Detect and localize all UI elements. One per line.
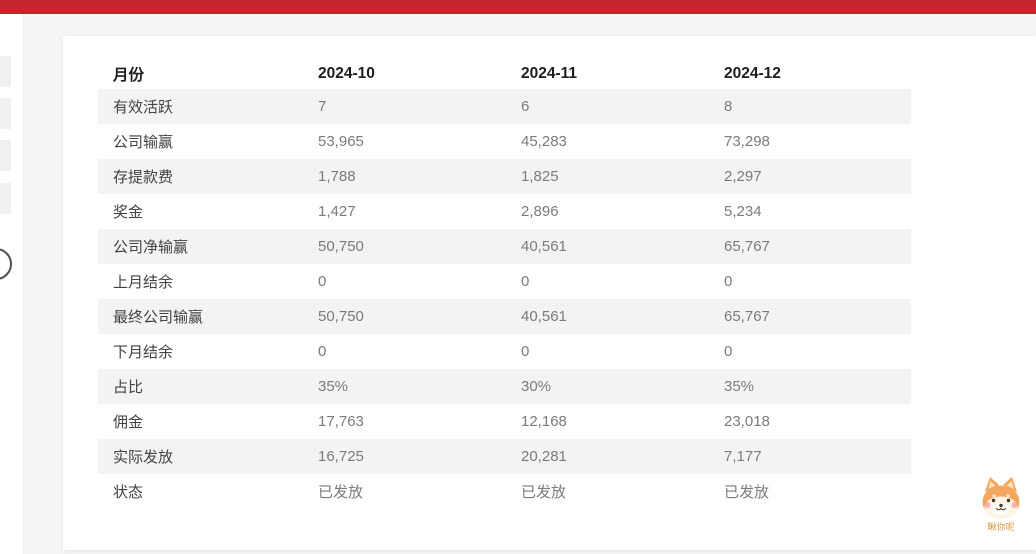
table-row: 占比 35% 30% 35% [98, 369, 911, 404]
sidebar-item-placeholder[interactable] [0, 98, 11, 129]
cell-value: 20,281 [521, 448, 567, 465]
table-row: 最终公司输赢 50,750 40,561 65,767 [98, 299, 911, 334]
cell-value: 7 [318, 98, 327, 115]
cell-value: 0 [318, 343, 327, 360]
row-label: 存提款费 [113, 169, 174, 186]
table-row: 实际发放 16,725 20,281 7,177 [98, 439, 911, 474]
cell-value: 2,896 [521, 203, 559, 220]
row-label: 占比 [113, 379, 144, 396]
report-card: 月份 2024-10 2024-11 2024-12 有效活跃 7 6 8 公司… [63, 36, 1036, 550]
sidebar-sliver [0, 14, 24, 554]
sidebar-item-placeholder[interactable] [0, 140, 11, 171]
top-red-bar [0, 0, 1036, 14]
table-row: 下月结余 0 0 0 [98, 334, 911, 369]
row-label: 上月结余 [113, 274, 174, 291]
cell-value: 17,763 [318, 413, 364, 430]
row-label: 公司净输赢 [113, 239, 189, 256]
mascot-widget[interactable]: 瞅你呢 [974, 475, 1028, 532]
table-row: 上月结余 0 0 0 [98, 264, 911, 299]
cell-value: 30% [521, 378, 552, 395]
row-label: 有效活跃 [113, 99, 174, 116]
row-label: 佣金 [113, 414, 144, 431]
row-label: 状态 [113, 484, 144, 501]
cell-value: 已发放 [318, 484, 364, 501]
column-header-month: 月份 [113, 67, 145, 84]
cell-value: 65,767 [724, 238, 770, 255]
cell-value: 0 [724, 273, 733, 290]
column-header-2024-12: 2024-12 [724, 65, 781, 82]
cell-value: 0 [521, 273, 530, 290]
table-row: 存提款费 1,788 1,825 2,297 [98, 159, 911, 194]
row-label: 下月结余 [113, 344, 174, 361]
monthly-report-table: 月份 2024-10 2024-11 2024-12 有效活跃 7 6 8 公司… [98, 60, 911, 509]
table-row: 奖金 1,427 2,896 5,234 [98, 194, 911, 229]
cell-value: 8 [724, 98, 733, 115]
sidebar-item-placeholder[interactable] [0, 56, 11, 87]
column-header-2024-11: 2024-11 [521, 65, 578, 82]
cell-value: 50,750 [318, 308, 364, 325]
row-label: 奖金 [113, 204, 144, 221]
cell-value: 35% [724, 378, 755, 395]
cell-value: 0 [521, 343, 530, 360]
cell-value: 已发放 [521, 484, 567, 501]
cell-value: 1,427 [318, 203, 356, 220]
table-row: 佣金 17,763 12,168 23,018 [98, 404, 911, 439]
shiba-icon [982, 477, 1020, 519]
cell-value: 40,561 [521, 308, 567, 325]
cell-value: 0 [724, 343, 733, 360]
sidebar-collapse-button[interactable] [0, 248, 12, 280]
table-row: 有效活跃 7 6 8 [98, 89, 911, 124]
cell-value: 53,965 [318, 133, 364, 150]
mascot-caption: 瞅你呢 [987, 522, 1015, 532]
table-row: 公司输赢 53,965 45,283 73,298 [98, 124, 911, 159]
cell-value: 7,177 [724, 448, 762, 465]
cell-value: 1,788 [318, 168, 356, 185]
cell-value: 已发放 [724, 484, 770, 501]
row-label: 实际发放 [113, 449, 174, 466]
table-header-row: 月份 2024-10 2024-11 2024-12 [98, 60, 911, 88]
sidebar-item-placeholder[interactable] [0, 183, 11, 214]
row-label: 最终公司输赢 [113, 309, 204, 326]
cell-value: 40,561 [521, 238, 567, 255]
cell-value: 5,234 [724, 203, 762, 220]
cell-value: 65,767 [724, 308, 770, 325]
cell-value: 0 [318, 273, 327, 290]
cell-value: 16,725 [318, 448, 364, 465]
cell-value: 50,750 [318, 238, 364, 255]
cell-value: 45,283 [521, 133, 567, 150]
table-body: 有效活跃 7 6 8 公司输赢 53,965 45,283 73,298 存提款… [98, 89, 911, 509]
cell-value: 1,825 [521, 168, 559, 185]
cell-value: 73,298 [724, 133, 770, 150]
column-header-2024-10: 2024-10 [318, 65, 375, 82]
cell-value: 2,297 [724, 168, 762, 185]
cell-value: 12,168 [521, 413, 567, 430]
cell-value: 23,018 [724, 413, 770, 430]
cell-value: 6 [521, 98, 530, 115]
table-row: 公司净输赢 50,750 40,561 65,767 [98, 229, 911, 264]
row-label: 公司输赢 [113, 134, 174, 151]
cell-value: 35% [318, 378, 349, 395]
table-row: 状态 已发放 已发放 已发放 [98, 474, 911, 509]
